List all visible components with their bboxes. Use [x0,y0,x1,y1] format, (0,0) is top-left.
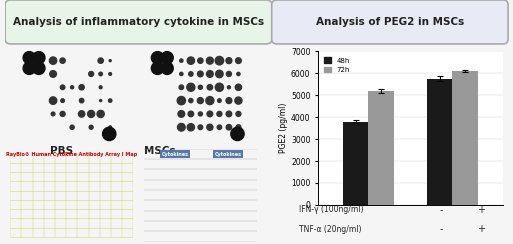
Bar [452,71,478,205]
Circle shape [215,70,223,78]
Circle shape [88,111,94,117]
Circle shape [187,83,195,91]
Circle shape [198,98,203,104]
Circle shape [207,111,213,117]
Circle shape [217,112,222,116]
Circle shape [60,112,65,116]
Circle shape [60,58,65,63]
Circle shape [215,56,224,65]
Circle shape [109,73,111,75]
Circle shape [100,100,102,102]
Circle shape [180,59,183,62]
Circle shape [199,112,202,116]
Circle shape [199,85,203,89]
Text: Analysis of PEG2 in MSCs: Analysis of PEG2 in MSCs [316,17,464,27]
Bar [368,91,393,205]
Circle shape [188,111,193,117]
Text: Cytokines: Cytokines [215,152,242,157]
Circle shape [98,58,103,63]
Circle shape [51,112,55,116]
Circle shape [49,97,57,104]
Circle shape [231,127,244,141]
Circle shape [226,111,232,117]
Circle shape [61,85,65,90]
Text: +: + [477,224,485,234]
Circle shape [151,51,164,64]
Circle shape [178,111,185,117]
Circle shape [33,62,45,74]
Circle shape [177,123,185,131]
FancyBboxPatch shape [5,0,272,44]
Circle shape [206,97,214,105]
Circle shape [226,98,232,103]
Circle shape [189,99,193,103]
Circle shape [97,110,104,118]
Circle shape [99,72,103,76]
Text: IFN-γ (100ng/ml): IFN-γ (100ng/ml) [299,205,363,214]
Circle shape [189,72,193,76]
Circle shape [109,126,111,129]
Circle shape [187,124,194,131]
Circle shape [187,57,194,64]
Circle shape [161,51,173,64]
Circle shape [179,85,184,90]
Text: -: - [440,224,443,234]
Y-axis label: PGE2 (pg/ml): PGE2 (pg/ml) [279,103,288,153]
Circle shape [177,96,186,105]
Circle shape [206,57,213,64]
Circle shape [71,86,74,89]
Circle shape [161,62,173,74]
Circle shape [226,124,232,130]
Circle shape [23,51,35,64]
Circle shape [217,125,222,130]
Circle shape [198,71,203,77]
Circle shape [33,51,45,64]
Circle shape [237,72,240,76]
Circle shape [236,125,241,130]
Text: +: + [477,205,485,215]
FancyBboxPatch shape [272,0,508,44]
Bar [343,122,368,205]
Text: -: - [440,205,443,215]
Circle shape [235,84,242,91]
Circle shape [215,83,224,91]
Text: Analysis of inflammatory cytokine in MSCs: Analysis of inflammatory cytokine in MSC… [13,17,264,27]
Circle shape [218,99,221,102]
Circle shape [89,125,93,129]
Circle shape [61,99,65,102]
Circle shape [50,71,56,77]
Text: MSCs: MSCs [144,146,175,156]
Text: TNF-α (20ng/ml): TNF-α (20ng/ml) [299,225,361,234]
Legend: 48h, 72h: 48h, 72h [322,55,353,76]
Circle shape [108,99,112,102]
Circle shape [207,85,212,90]
Circle shape [198,58,203,63]
Circle shape [70,125,74,129]
Circle shape [109,60,111,62]
Text: PBS: PBS [50,146,73,156]
Circle shape [89,71,93,76]
Circle shape [79,85,84,90]
Circle shape [180,72,183,76]
Text: RayBio® Human Cytokine Antibody Array I Map: RayBio® Human Cytokine Antibody Array I … [6,152,137,157]
Circle shape [235,58,241,63]
Circle shape [207,71,213,77]
Circle shape [236,112,241,116]
Circle shape [23,62,35,74]
Circle shape [207,124,213,130]
Circle shape [151,62,164,74]
Circle shape [226,71,231,76]
Circle shape [78,111,85,117]
Circle shape [49,57,57,64]
Circle shape [80,98,84,103]
Bar [427,79,452,205]
Circle shape [226,58,232,64]
Circle shape [235,97,242,104]
Circle shape [227,86,230,89]
Circle shape [99,86,102,89]
Circle shape [198,125,203,130]
Text: Cytokines: Cytokines [162,152,189,157]
Circle shape [103,127,116,141]
